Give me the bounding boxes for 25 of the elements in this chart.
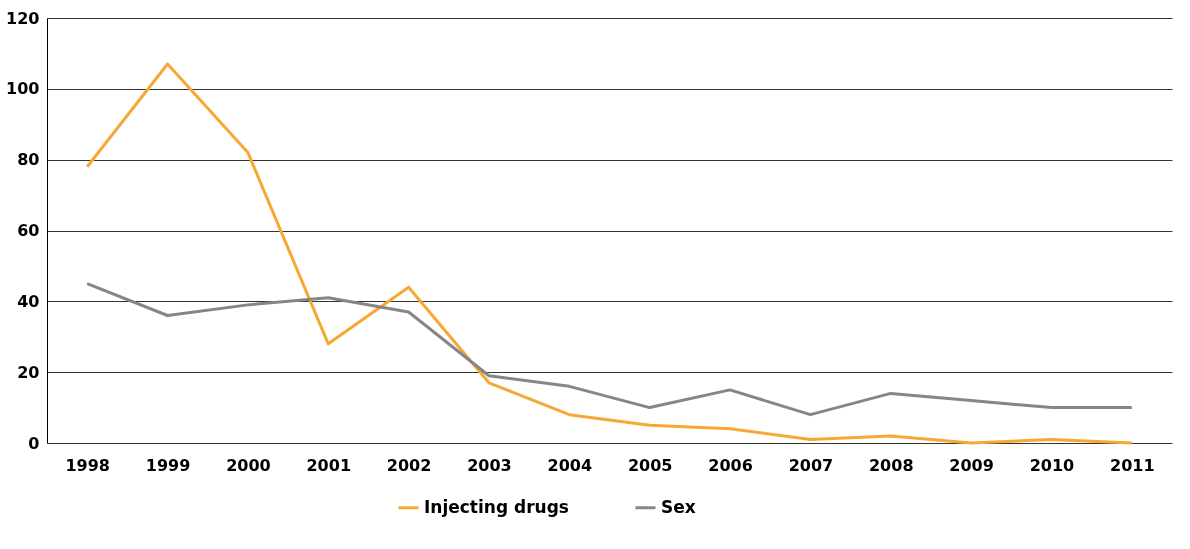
legend-label: Injecting drugs bbox=[424, 496, 569, 517]
y-tick-label: 120 bbox=[6, 8, 40, 28]
x-tick-label: 2001 bbox=[306, 455, 352, 475]
x-tick-label: 2003 bbox=[467, 455, 512, 475]
line-series bbox=[85, 62, 1134, 445]
x-tick-label: 2002 bbox=[386, 455, 432, 475]
x-tick-label: 2010 bbox=[1029, 455, 1075, 475]
legend-label: Sex bbox=[661, 496, 696, 517]
x-tick-label: 2009 bbox=[949, 455, 994, 475]
y-tick-label: 100 bbox=[6, 79, 40, 99]
x-tick-label: 2005 bbox=[627, 455, 673, 475]
x-tick-label: 1999 bbox=[145, 455, 191, 475]
y-tick-label: 80 bbox=[17, 150, 40, 170]
y-tick-label: 40 bbox=[17, 291, 40, 311]
y-tick-label: 0 bbox=[28, 433, 40, 453]
line-series bbox=[85, 282, 1134, 417]
x-tick-label: 2006 bbox=[708, 455, 753, 475]
x-tick-label: 1998 bbox=[65, 455, 110, 475]
x-tick-label: 2004 bbox=[547, 455, 593, 475]
y-tick-label: 20 bbox=[17, 362, 40, 382]
y-tick-label: 60 bbox=[17, 221, 40, 240]
x-tick-label: 2008 bbox=[868, 455, 914, 475]
x-tick-label: 2000 bbox=[226, 455, 271, 475]
x-tick-label: 2011 bbox=[1110, 455, 1155, 475]
x-tick-label: 2007 bbox=[788, 455, 834, 475]
